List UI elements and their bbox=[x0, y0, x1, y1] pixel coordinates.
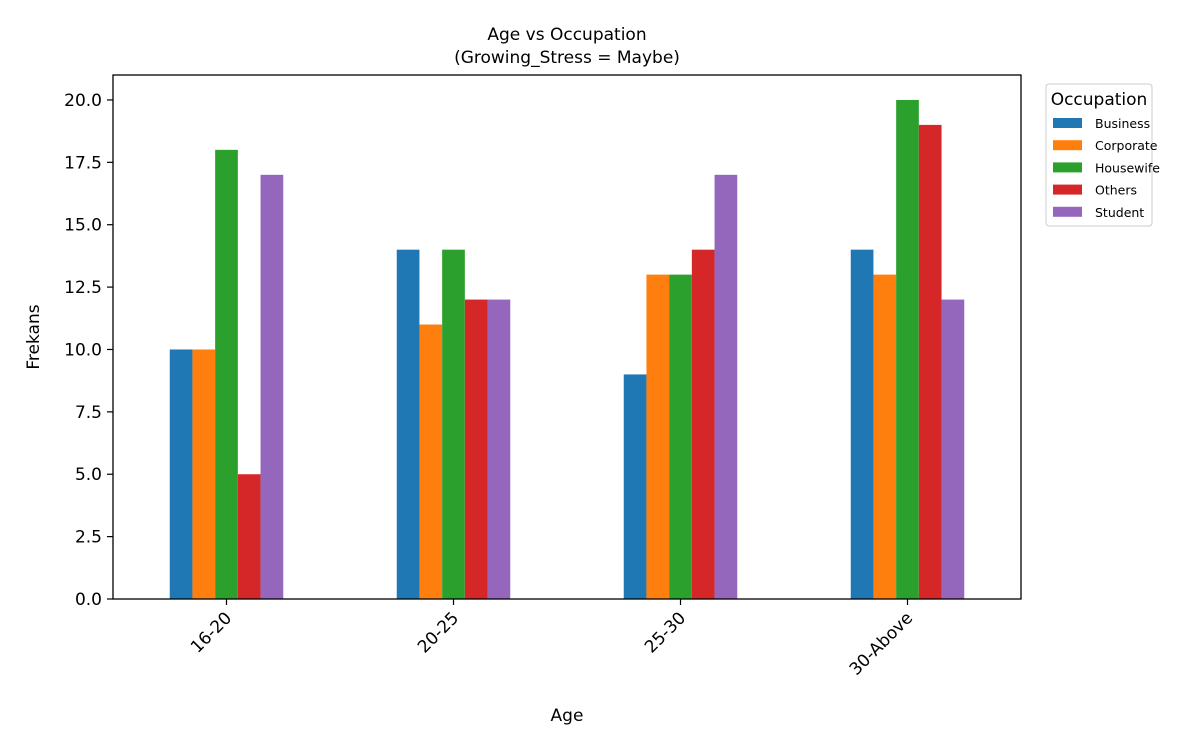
y-tick-label: 15.0 bbox=[64, 216, 102, 236]
bar-housewife-25-30 bbox=[669, 274, 692, 599]
bar-business-16-20 bbox=[169, 349, 193, 599]
legend-label-corporate: Corporate bbox=[1095, 138, 1158, 153]
bar-corporate-25-30 bbox=[646, 274, 670, 599]
bar-corporate-16-20 bbox=[192, 349, 216, 599]
y-tick-label: 17.5 bbox=[64, 153, 102, 173]
y-axis: 0.0 2.5 5.0 7.5 10.0 12.5 15.0 17.5 20.0 bbox=[64, 91, 113, 610]
bar-business-25-30 bbox=[623, 374, 647, 599]
y-tick-label: 2.5 bbox=[75, 528, 102, 548]
x-tick-label: 16-20 bbox=[187, 608, 236, 657]
y-tick-label: 0.0 bbox=[75, 590, 102, 610]
y-tick-label: 5.0 bbox=[75, 465, 102, 485]
legend-title: Occupation bbox=[1051, 90, 1148, 110]
bar-corporate-20-25 bbox=[419, 324, 443, 599]
bar-business-20-25 bbox=[396, 249, 420, 600]
bar-corporate-30-above bbox=[873, 274, 897, 599]
y-tick-label: 20.0 bbox=[64, 91, 102, 111]
y-tick-label: 12.5 bbox=[64, 278, 102, 298]
legend-label-student: Student bbox=[1095, 205, 1144, 220]
x-tick-label: 20-25 bbox=[414, 608, 463, 657]
bar-others-30-above bbox=[918, 124, 942, 600]
chart-subtitle: (Growing_Stress = Maybe) bbox=[454, 48, 680, 68]
y-axis-label: Frekans bbox=[24, 304, 44, 369]
bar-housewife-16-20 bbox=[215, 149, 238, 600]
bar-student-30-above bbox=[941, 299, 965, 599]
legend-label-others: Others bbox=[1095, 183, 1137, 198]
x-tick-label: 25-30 bbox=[641, 608, 690, 657]
bar-others-25-30 bbox=[691, 249, 715, 600]
x-tick-label: 30-Above bbox=[846, 608, 917, 679]
legend-swatch-corporate bbox=[1053, 140, 1082, 151]
legend: Occupation Business Corporate Housewife Oth… bbox=[1045, 83, 1160, 227]
legend-label-business: Business bbox=[1095, 116, 1150, 131]
bar-others-20-25 bbox=[464, 299, 488, 599]
bar-others-16-20 bbox=[237, 474, 261, 599]
legend-swatch-business bbox=[1053, 118, 1082, 128]
bar-student-25-30 bbox=[714, 174, 738, 599]
y-tick-label: 7.5 bbox=[75, 403, 102, 423]
legend-label-housewife: Housewife bbox=[1095, 160, 1160, 175]
bar-business-30-above bbox=[850, 249, 874, 600]
bar-student-16-20 bbox=[260, 174, 284, 599]
x-axis: 16-20 20-25 25-30 30-Above bbox=[187, 599, 917, 680]
y-tick-label: 10.0 bbox=[64, 340, 102, 360]
bar-housewife-30-above bbox=[896, 99, 919, 599]
bar-housewife-20-25 bbox=[442, 249, 465, 600]
legend-swatch-others bbox=[1053, 184, 1082, 195]
bars-group bbox=[169, 99, 965, 600]
plot-frame bbox=[112, 74, 1022, 600]
bar-student-20-25 bbox=[487, 299, 511, 599]
legend-swatch-student bbox=[1053, 206, 1082, 217]
x-axis-label: Age bbox=[551, 706, 584, 726]
legend-swatch-housewife bbox=[1053, 162, 1082, 173]
chart-title: Age vs Occupation bbox=[487, 25, 646, 45]
